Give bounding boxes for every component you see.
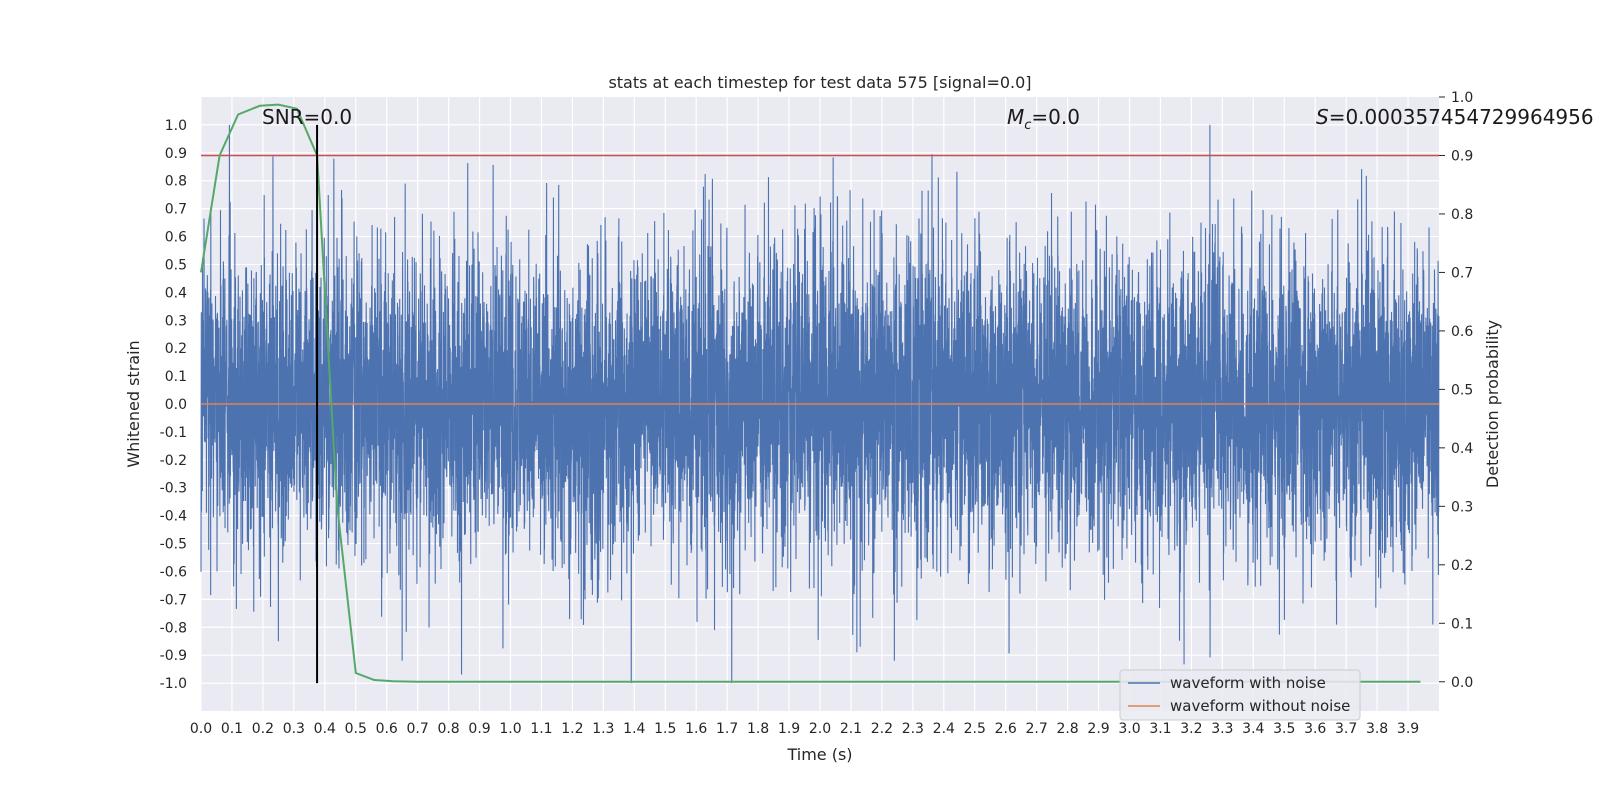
y-tick-label: 0.7 — [165, 202, 187, 218]
x-tick-label: 0.1 — [221, 721, 243, 737]
x-tick-label: 2.0 — [809, 721, 831, 737]
y2-tick-label: 0.0 — [1451, 675, 1473, 691]
y-axis-label: Whitened strain — [124, 340, 143, 467]
x-tick-label: 1.9 — [778, 721, 800, 737]
y2-tick-label: 0.3 — [1451, 499, 1473, 515]
x-tick-label: 0.0 — [190, 721, 212, 737]
y-tick-label: -0.3 — [160, 481, 187, 497]
y2-tick-label: 0.4 — [1451, 441, 1473, 457]
y-tick-label: 0.8 — [165, 174, 187, 190]
waveform-with-noise-path — [200, 124, 1440, 684]
x-tick-label: 3.0 — [1118, 721, 1140, 737]
x-tick-label: 1.0 — [499, 721, 521, 737]
x-tick-label: 3.2 — [1180, 721, 1202, 737]
x-tick-label: 1.4 — [623, 721, 645, 737]
x-tick-label: 2.3 — [902, 721, 924, 737]
y-tick-label: 0.6 — [165, 230, 187, 246]
chirp-mass-value: =0.0 — [1031, 105, 1080, 129]
y2-ticks: 1.0 0.9 0.8 0.7 0.6 0.5 0.4 0.3 0.2 0.1 0.0 — [1439, 90, 1473, 691]
legend: waveform with noise waveform without noi… — [1119, 669, 1361, 721]
x-tick-label: 1.7 — [716, 721, 738, 737]
y-tick-label: -1.0 — [160, 676, 187, 692]
x-tick-label: 2.8 — [1056, 721, 1078, 737]
y-tick-label: -0.8 — [160, 620, 187, 636]
s-annotation: S=0.000357454729964956 — [1316, 105, 1594, 129]
x-tick-label: 3.8 — [1366, 721, 1388, 737]
x-tick-label: 2.4 — [933, 721, 955, 737]
x-tick-label: 2.6 — [995, 721, 1017, 737]
chirp-mass-subscript: c — [1024, 118, 1031, 133]
y-tick-label: -0.4 — [160, 509, 187, 525]
x-tick-label: 3.1 — [1149, 721, 1171, 737]
y2-tick-label: 0.1 — [1451, 616, 1473, 632]
x-tick-label: 0.8 — [437, 721, 459, 737]
y2-axis-label: Detection probability — [1483, 320, 1502, 488]
x-tick-label: 2.5 — [964, 721, 986, 737]
y-tick-label: 0.4 — [165, 285, 187, 301]
noise-series — [200, 124, 1440, 684]
s-symbol: S — [1316, 105, 1329, 129]
y-tick-label: 0.3 — [165, 313, 187, 329]
x-tick-label: 0.5 — [345, 721, 367, 737]
y2-tick-label: 0.8 — [1451, 207, 1473, 223]
x-tick-label: 3.5 — [1273, 721, 1295, 737]
x-tick-label: 1.3 — [592, 721, 614, 737]
x-tick-label: 3.4 — [1242, 721, 1264, 737]
y-ticks: 1.0 0.9 0.8 0.7 0.6 0.5 0.4 0.3 0.2 0.1 0.0 -0.1 -0.… — [160, 118, 187, 692]
x-tick-label: 2.1 — [840, 721, 862, 737]
x-tick-label: 2.2 — [871, 721, 893, 737]
s-value: =0.000357454729964956 — [1329, 105, 1594, 129]
y-tick-label: -0.2 — [160, 453, 187, 469]
y-tick-label: 0.5 — [165, 257, 187, 273]
y-tick-label: 0.9 — [165, 146, 187, 162]
chart-title: stats at each timestep for test data 575… — [608, 73, 1031, 92]
legend-label-clean: waveform without noise — [1170, 697, 1350, 715]
chirp-mass-annotation: Mc=0.0 — [1007, 105, 1080, 133]
y2-tick-label: 0.7 — [1451, 265, 1473, 281]
y-tick-label: 0.2 — [165, 341, 187, 357]
y2-tick-label: 1.0 — [1451, 90, 1473, 106]
detection-probability-line — [200, 103, 1421, 683]
y-tick-label: -0.1 — [160, 425, 187, 441]
x-tick-label: 0.7 — [407, 721, 429, 737]
y-tick-label: -0.9 — [160, 648, 187, 664]
x-tick-label: 2.7 — [1026, 721, 1048, 737]
y2-tick-label: 0.5 — [1451, 382, 1473, 398]
y2-tick-label: 0.9 — [1451, 148, 1473, 164]
x-tick-label: 0.3 — [283, 721, 305, 737]
y2-tick-label: 0.6 — [1451, 324, 1473, 340]
x-axis-label: Time (s) — [786, 745, 852, 764]
x-ticks: 0.0 0.1 0.2 0.3 0.4 0.5 0.6 0.7 0.8 0.9 1.0 1.1 1.2 1… — [190, 721, 1419, 737]
legend-box — [1119, 669, 1361, 721]
x-tick-label: 0.9 — [468, 721, 490, 737]
y-tick-label: -0.5 — [160, 537, 187, 553]
x-tick-label: 0.4 — [314, 721, 336, 737]
x-tick-label: 1.5 — [654, 721, 676, 737]
y-tick-label: 1.0 — [165, 118, 187, 134]
x-tick-label: 3.3 — [1211, 721, 1233, 737]
y-tick-label: -0.7 — [160, 592, 187, 608]
x-tick-label: 0.6 — [376, 721, 398, 737]
x-tick-label: 1.8 — [747, 721, 769, 737]
x-tick-label: 3.9 — [1397, 721, 1419, 737]
y-tick-label: 0.0 — [165, 397, 187, 413]
x-tick-label: 3.7 — [1335, 721, 1357, 737]
x-tick-label: 1.1 — [530, 721, 552, 737]
y-tick-label: 0.1 — [165, 369, 187, 385]
chirp-mass-symbol: M — [1007, 105, 1024, 129]
x-tick-label: 1.2 — [561, 721, 583, 737]
y-tick-label: -0.6 — [160, 564, 187, 580]
y2-tick-label: 0.2 — [1451, 558, 1473, 574]
x-tick-label: 1.6 — [685, 721, 707, 737]
snr-annotation: SNR=0.0 — [262, 105, 352, 129]
x-tick-label: 0.2 — [252, 721, 274, 737]
x-tick-label: 3.6 — [1304, 721, 1326, 737]
x-tick-label: 2.9 — [1087, 721, 1109, 737]
legend-label-noise: waveform with noise — [1170, 674, 1326, 692]
